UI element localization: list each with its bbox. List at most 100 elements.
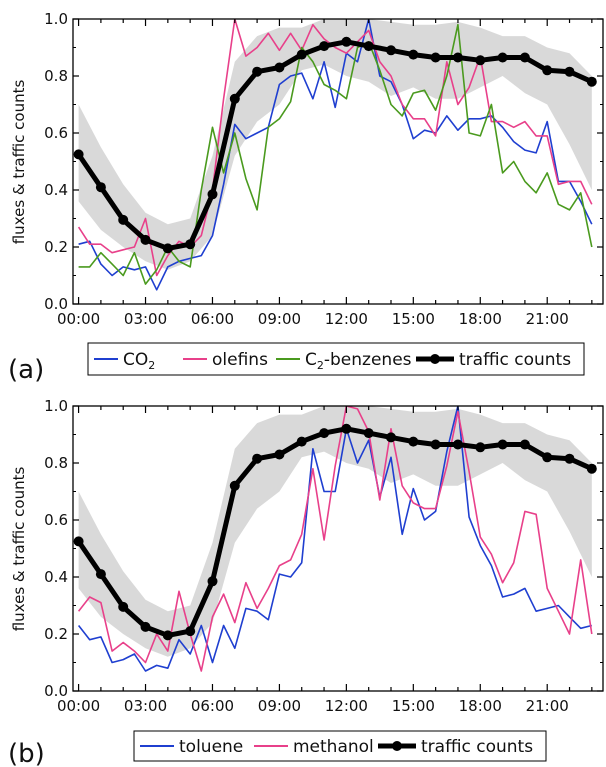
chart-b-layer: 0.0 0.2 0.4 0.6 0.8 1.0 00:00 03:00 06:00 09:00 12… <box>44 397 604 715</box>
x-tick-label-b: 09:00 <box>258 697 301 715</box>
x-tick-label-a: 15:00 <box>392 310 435 328</box>
y-tick-label-b: 0.8 <box>44 454 68 472</box>
y-tick-label-a: 0.4 <box>44 181 68 199</box>
data-point-traffic-counts-b <box>140 621 151 632</box>
data-point-traffic-counts-a <box>564 66 575 77</box>
series-line-methanol-b <box>77 406 593 672</box>
data-point-traffic-counts-b <box>185 626 196 637</box>
y-tick-label-b: 0.2 <box>44 625 68 643</box>
y-tick-label-a: 0.6 <box>44 124 68 142</box>
legend-a-c2-main: C <box>305 350 317 370</box>
legend-a-co2-sub: 2 <box>148 359 155 372</box>
data-point-traffic-counts-a <box>162 243 173 254</box>
x-tick-label-b: 03:00 <box>124 697 167 715</box>
x-tick-label-b: 15:00 <box>392 697 435 715</box>
x-tick-label-b: 21:00 <box>526 697 569 715</box>
legend-a-olefins-label: olefins <box>212 350 268 370</box>
data-point-traffic-counts-b <box>564 453 575 464</box>
x-tick-label-b: 06:00 <box>191 697 234 715</box>
data-point-traffic-counts-b <box>475 442 486 453</box>
data-point-traffic-counts-a <box>519 52 530 63</box>
legend-b-methanol-label: methanol <box>293 737 374 757</box>
data-point-traffic-counts-b <box>162 630 173 641</box>
data-point-traffic-counts-a <box>252 66 263 77</box>
legend-a-co2-main: CO <box>123 350 148 370</box>
series-line-toluene-b <box>77 406 592 672</box>
y-tick-label-b: 0.6 <box>44 511 68 529</box>
legend-a-c2-sub: 2 <box>317 359 324 372</box>
y-axis-label-a: fluxes & traffic counts <box>10 80 28 245</box>
data-point-traffic-counts-a <box>185 239 196 250</box>
data-point-traffic-counts-b <box>95 569 106 580</box>
legend-a-benzenes-text: -benzenes <box>324 350 412 370</box>
data-point-traffic-counts-b <box>408 436 419 447</box>
x-tick-label-b: 12:00 <box>325 697 368 715</box>
data-point-traffic-counts-b <box>274 449 285 460</box>
y-axis-label-b: fluxes & traffic counts <box>10 467 28 632</box>
x-tick-label-a: 00:00 <box>57 310 100 328</box>
legend-a-box <box>87 342 585 376</box>
y-tick-label-a: 0.8 <box>44 67 68 85</box>
series-line-olefins-a <box>77 19 593 277</box>
x-tick-label-b: 00:00 <box>57 697 100 715</box>
legend-a-co2-label: CO2 <box>123 350 155 372</box>
panel-label-b: (b) <box>8 739 45 767</box>
data-point-traffic-counts-a <box>118 214 129 225</box>
data-point-traffic-counts-b <box>519 439 530 450</box>
data-point-traffic-counts-a <box>341 36 352 47</box>
series-line-c2-benzenes-a <box>78 23 593 285</box>
x-tick-label-a: 21:00 <box>526 310 569 328</box>
legend-a-traffic-marker <box>430 354 440 364</box>
x-tick-label-b: 18:00 <box>459 697 502 715</box>
data-point-traffic-counts-b <box>296 436 307 447</box>
data-point-traffic-counts-a <box>229 93 240 104</box>
data-point-traffic-counts-b <box>542 452 553 463</box>
legend-a-c2benzenes-label: C2-benzenes <box>305 350 412 372</box>
data-point-traffic-counts-b <box>430 439 441 450</box>
data-point-traffic-counts-a <box>408 49 419 60</box>
data-point-traffic-counts-a <box>542 65 553 76</box>
y-tick-label-b: 1.0 <box>44 397 68 415</box>
legend-a-traffic-label: traffic counts <box>459 350 571 370</box>
data-point-traffic-counts-a <box>363 41 374 52</box>
data-point-traffic-counts-b <box>386 432 396 443</box>
data-point-traffic-counts-b <box>73 536 84 547</box>
data-point-traffic-counts-b <box>229 480 240 491</box>
data-point-traffic-counts-b <box>341 423 352 434</box>
data-point-traffic-counts-a <box>319 41 330 52</box>
legend-b-traffic-label: traffic counts <box>421 737 533 757</box>
data-point-traffic-counts-b <box>497 439 508 450</box>
x-tick-label-a: 09:00 <box>258 310 301 328</box>
data-point-traffic-counts-b <box>207 576 218 587</box>
data-point-traffic-counts-a <box>452 52 463 63</box>
chart-a-layer: 0.0 0.2 0.4 0.6 0.8 1.0 00:00 03:00 06:00 09:00 12… <box>44 10 604 328</box>
y-tick-label-a: 0.2 <box>44 238 68 256</box>
y-tick-label-b: 0.0 <box>44 682 68 700</box>
data-point-traffic-counts-a <box>430 52 441 63</box>
series-line-co2-a <box>78 19 593 291</box>
data-point-traffic-counts-a <box>586 76 597 87</box>
legend-b-toluene-label: toluene <box>179 737 243 757</box>
data-point-traffic-counts-a <box>296 49 307 60</box>
data-point-traffic-counts-a <box>95 182 106 193</box>
data-point-traffic-counts-a <box>386 45 396 56</box>
data-point-traffic-counts-b <box>118 601 129 612</box>
data-point-traffic-counts-a <box>497 52 508 63</box>
data-point-traffic-counts-b <box>363 428 374 439</box>
x-tick-label-a: 18:00 <box>459 310 502 328</box>
y-tick-label-a: 0.0 <box>44 295 68 313</box>
data-point-traffic-counts-a <box>274 62 285 73</box>
data-point-traffic-counts-b <box>319 428 330 439</box>
data-point-traffic-counts-a <box>73 149 84 160</box>
legend-a: CO2 olefins C2-benzenes traffic counts <box>87 342 585 376</box>
panel-label-a: (a) <box>8 355 44 385</box>
legend-b-box <box>133 730 547 762</box>
x-tick-label-a: 03:00 <box>124 310 167 328</box>
x-tick-label-a: 06:00 <box>191 310 234 328</box>
y-tick-label-a: 1.0 <box>44 10 68 28</box>
data-point-traffic-counts-a <box>140 234 151 245</box>
data-point-traffic-counts-b <box>452 439 463 450</box>
y-tick-label-b: 0.4 <box>44 568 68 586</box>
legend-b-traffic-marker <box>392 741 402 751</box>
